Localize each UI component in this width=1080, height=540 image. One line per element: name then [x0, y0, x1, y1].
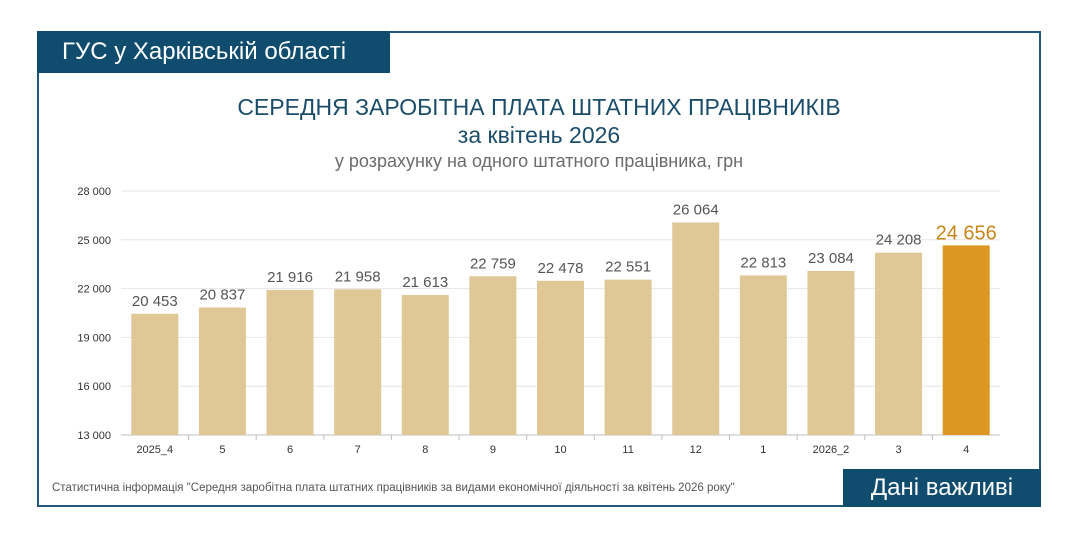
bar-value-label: 22 813 [740, 254, 786, 271]
x-tick-label: 1 [760, 444, 766, 456]
x-tick-label: 8 [422, 444, 428, 456]
chart-frame [37, 31, 1041, 507]
y-tick-label: 13 000 [77, 430, 111, 442]
bar [672, 222, 720, 435]
chart-period: за квітень 2026 [457, 122, 621, 148]
bar [401, 294, 449, 435]
source-note: Статистична інформація "Середня заробітн… [52, 482, 735, 494]
bar [198, 307, 246, 435]
bar-value-label: 22 551 [605, 259, 651, 276]
bar [807, 270, 855, 435]
chart-subtitle: у розрахунку на одного штатного працівни… [334, 151, 744, 171]
chart-title: СЕРЕДНЯ ЗАРОБІТНА ПЛАТА ШТАТНИХ ПРАЦІВНИ… [237, 94, 841, 120]
bar-value-label: 23 084 [808, 250, 854, 267]
x-tick-label: 11 [622, 444, 633, 456]
bar [942, 245, 990, 435]
bar-value-label: 24 208 [876, 232, 922, 249]
x-tick-label: 3 [896, 444, 902, 456]
bar [739, 275, 787, 435]
x-tick-label: 2025_4 [136, 444, 173, 456]
y-tick-label: 22 000 [77, 284, 111, 296]
x-tick-label: 10 [554, 444, 566, 456]
y-tick-label: 28 000 [77, 186, 111, 198]
bar-value-label: 20 837 [199, 287, 245, 304]
bar [131, 313, 179, 435]
x-tick-label: 9 [490, 444, 496, 456]
bar-value-label: 22 478 [538, 260, 584, 277]
y-tick-label: 19 000 [77, 332, 111, 344]
bar-value-label: 20 453 [132, 293, 178, 310]
bar-value-label: 24 656 [936, 222, 997, 244]
x-tick-label: 2026_2 [813, 444, 850, 456]
bar [604, 279, 652, 435]
bar-value-label: 21 916 [267, 269, 313, 286]
org-badge: ГУС у Харківській області [37, 31, 390, 73]
x-tick-label: 7 [355, 444, 361, 456]
bar [266, 289, 314, 435]
bar-value-label: 26 064 [673, 201, 719, 218]
bar [469, 276, 517, 435]
bar [875, 252, 923, 435]
x-tick-label: 6 [287, 444, 293, 456]
y-tick-label: 25 000 [77, 235, 111, 247]
x-tick-label: 12 [690, 444, 702, 456]
bar-value-label: 21 958 [335, 268, 381, 285]
bar [537, 280, 584, 435]
y-tick-label: 16 000 [77, 381, 111, 393]
bar [334, 289, 382, 435]
important-badge: Дані важливі [843, 469, 1041, 507]
bar-value-label: 22 759 [470, 255, 516, 272]
x-tick-label: 4 [963, 444, 969, 456]
x-tick-label: 5 [219, 444, 225, 456]
bar-value-label: 21 613 [402, 274, 448, 291]
